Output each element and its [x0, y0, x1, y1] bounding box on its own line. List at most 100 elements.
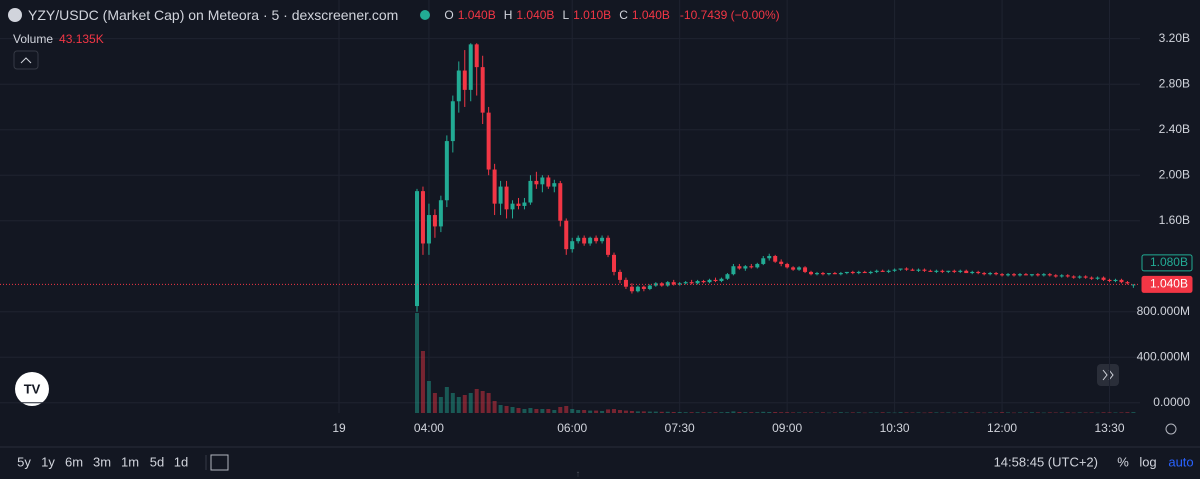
- volume-label: Volume: [13, 32, 54, 46]
- price-marker-label: 1.040B: [1150, 277, 1188, 291]
- ohlc-value: 1.010B: [573, 8, 612, 22]
- candle-body: [731, 266, 736, 275]
- volume-bar: [946, 412, 951, 413]
- y-tick-label: 2.80B: [1159, 76, 1190, 90]
- volume-legend: Volume 43.135K: [13, 32, 104, 46]
- volume-bar: [868, 412, 873, 413]
- candle-body: [1077, 276, 1082, 278]
- range-button[interactable]: 5d: [150, 454, 164, 469]
- candle-body: [600, 237, 605, 242]
- candle-body: [964, 270, 969, 274]
- volume-bar: [743, 412, 748, 413]
- scale-option[interactable]: log: [1139, 454, 1156, 469]
- volume-bar: [1077, 412, 1082, 413]
- volume-bar: [462, 395, 467, 413]
- ohlc-key: H: [503, 8, 513, 22]
- y-tick-label: 2.40B: [1159, 122, 1190, 136]
- volume-bar: [492, 401, 497, 413]
- volume-bar: [647, 411, 652, 413]
- candle-body: [1095, 277, 1100, 279]
- volume-bar: [737, 412, 742, 413]
- volume-bar: [606, 409, 611, 413]
- clock: 14:58:45 (UTC+2): [994, 454, 1098, 469]
- volume-bar: [641, 411, 646, 413]
- price-marker-label: 1.080B: [1150, 255, 1188, 269]
- volume-bar: [498, 405, 503, 413]
- candle-body: [1113, 279, 1118, 282]
- volume-bar: [1017, 412, 1022, 413]
- volume-bar: [767, 412, 772, 413]
- tv-logo[interactable]: [15, 372, 49, 406]
- candle-body: [1041, 274, 1046, 276]
- range-button[interactable]: 6m: [65, 454, 83, 469]
- volume-bar: [420, 351, 425, 413]
- candle-body: [976, 271, 981, 274]
- candle-body: [617, 271, 622, 280]
- volume-bar: [480, 391, 485, 413]
- volume-bar: [719, 412, 724, 413]
- collapse-button[interactable]: [13, 50, 39, 70]
- volume-bar: [415, 313, 419, 413]
- scale-option[interactable]: auto: [1168, 454, 1193, 469]
- candle-body: [862, 271, 867, 274]
- volume-bar: [1095, 412, 1100, 414]
- volume-bar: [880, 412, 885, 413]
- volume-bar: [438, 397, 443, 413]
- volume-bar: [570, 409, 575, 413]
- ohlc-key: L: [562, 8, 570, 22]
- volume-bar: [629, 411, 634, 413]
- ohlc-key: C: [619, 8, 628, 22]
- range-button[interactable]: 1d: [174, 454, 188, 469]
- candle-body: [940, 270, 945, 272]
- volume-bar: [779, 412, 784, 413]
- candle-body: [522, 202, 527, 206]
- collapse-icon: [20, 57, 32, 64]
- candle-body: [492, 169, 497, 204]
- volume-bar: [814, 412, 819, 413]
- volume-bar: [785, 412, 790, 413]
- scale-option[interactable]: %: [1117, 454, 1129, 469]
- volume-bar: [1125, 412, 1130, 413]
- candle-body: [868, 271, 873, 274]
- candle-body: [552, 183, 557, 187]
- header: YZY/USDC (Market Cap) on Meteora · 5 · d…: [8, 7, 780, 23]
- scroll-button[interactable]: [1097, 364, 1119, 386]
- volume-bar: [576, 410, 581, 413]
- date-range-icon[interactable]: [210, 454, 229, 471]
- volume-bar: [797, 412, 802, 413]
- candle-body: [844, 271, 849, 274]
- status-dot: [420, 10, 431, 20]
- drag-handle[interactable]: ↑: [576, 468, 581, 478]
- candle-body: [916, 269, 921, 271]
- volume-bar: [803, 412, 808, 413]
- candle-body: [749, 266, 754, 268]
- change: -10.7439 (−0.00%): [679, 8, 780, 22]
- volume-bar: [1107, 412, 1112, 413]
- range-button[interactable]: 3m: [93, 454, 111, 469]
- range-button[interactable]: 1y: [41, 454, 55, 469]
- volume-bar: [516, 408, 521, 413]
- candle-body: [635, 286, 640, 292]
- y-tick-label: 0.0000: [1153, 395, 1190, 409]
- candle-body: [606, 237, 611, 255]
- volume-bar: [791, 412, 796, 413]
- volume-bar: [659, 411, 664, 413]
- settings-icon[interactable]: [1165, 423, 1177, 435]
- candle-body: [892, 269, 897, 271]
- volume-bar: [832, 412, 837, 413]
- candle-body: [934, 270, 939, 272]
- candle-body: [761, 258, 766, 264]
- range-button[interactable]: 1m: [121, 454, 139, 469]
- x-tick-label: 09:00: [772, 421, 802, 435]
- candle-body: [444, 141, 449, 201]
- candle-body: [820, 273, 825, 275]
- range-button[interactable]: 5y: [17, 454, 31, 469]
- candle-body: [528, 180, 533, 203]
- candle-body: [952, 270, 957, 272]
- candle-body: [468, 44, 473, 90]
- candle-body: [534, 180, 539, 185]
- candle-body: [928, 270, 933, 272]
- y-tick-label: 800.000M: [1137, 304, 1190, 318]
- volume-bar: [474, 389, 479, 413]
